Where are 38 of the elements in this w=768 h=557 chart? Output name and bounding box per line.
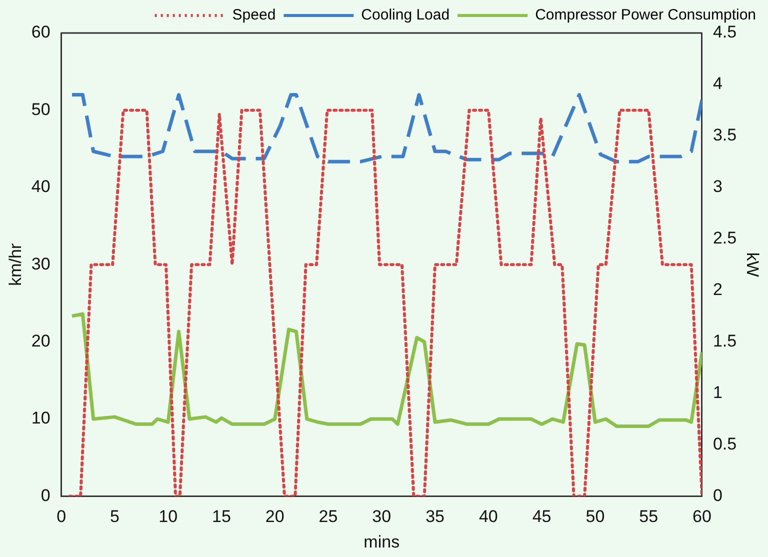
- x-tick-label: 25: [318, 507, 338, 526]
- y2-tick-label: 3: [712, 177, 722, 196]
- y2-tick-label: 1.5: [712, 331, 737, 350]
- x-tick-label: 0: [56, 507, 66, 526]
- y-tick-label: 40: [31, 177, 50, 196]
- x-tick-label: 10: [158, 507, 178, 526]
- y-tick-label: 10: [31, 408, 50, 428]
- y2-tick-label: 4.5: [712, 22, 737, 42]
- y-tick-label: 0: [40, 486, 50, 505]
- y2-tick-label: 1: [712, 382, 722, 402]
- x-tick-label: 15: [212, 507, 231, 526]
- y2-tick-label: 0: [712, 486, 722, 505]
- y2-tick-label: 2: [712, 280, 722, 300]
- y-tick-label: 30: [31, 254, 50, 274]
- x-tick-label: 5: [110, 507, 120, 526]
- legend-label: Cooling Load: [361, 6, 450, 24]
- x-tick-label: 45: [532, 507, 552, 526]
- x-tick-label: 20: [265, 507, 284, 526]
- x-tick-label: 35: [426, 507, 444, 526]
- y2-tick-label: 4: [712, 74, 722, 94]
- y-tick-label: 20: [31, 331, 50, 350]
- y2-tick-label: 2.5: [712, 228, 737, 248]
- x-tick-label: 40: [478, 507, 498, 526]
- legend-label: Compressor Power Consumption: [535, 6, 756, 24]
- y-tick-label: 60: [31, 22, 50, 42]
- y-tick-label: 50: [31, 100, 50, 119]
- y2-tick-label: 3.5: [712, 126, 737, 145]
- x-tick-label: 50: [586, 507, 605, 526]
- x-tick-label: 55: [639, 507, 658, 526]
- legend-label: Speed: [232, 6, 276, 24]
- line-series: [68, 108, 702, 496]
- line-series: [70, 93, 702, 164]
- y2-tick-label: 0.5: [712, 434, 737, 454]
- x-tick-label: 60: [692, 507, 712, 526]
- x-axis-title: mins: [364, 532, 400, 552]
- y-axis-title: km/hr: [6, 243, 25, 286]
- y2-axis-title: kW: [743, 252, 762, 277]
- x-tick-label: 30: [372, 507, 392, 526]
